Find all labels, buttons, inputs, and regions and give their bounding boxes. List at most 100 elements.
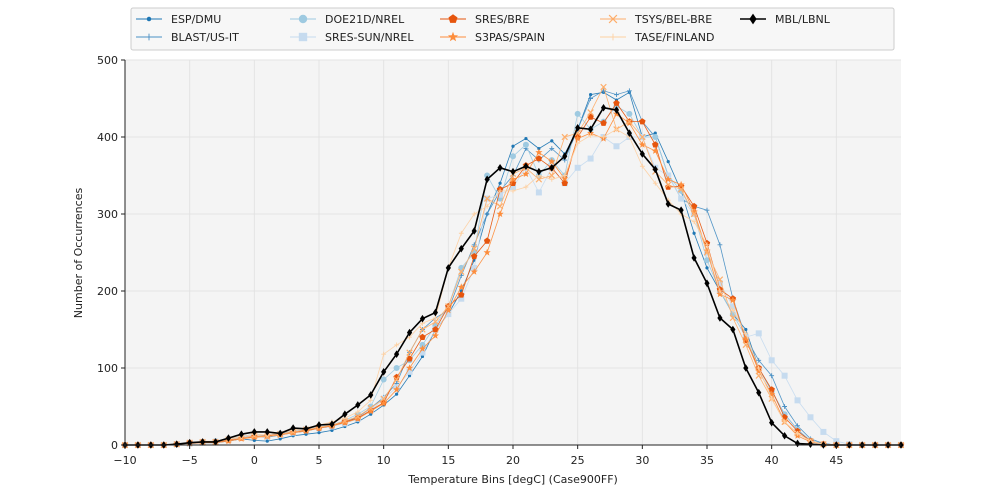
- data-point-sres-bre: [639, 118, 646, 125]
- y-tick-label: 200: [97, 285, 118, 298]
- data-point-mbl-lbnl: [419, 314, 426, 323]
- data-point-sres-bre: [406, 355, 413, 362]
- data-point-tase-finland: [639, 163, 645, 169]
- data-point-mbl-lbnl: [471, 227, 477, 235]
- data-point-mbl-lbnl: [342, 410, 348, 418]
- legend-marker-sres-sun-nrel: [298, 32, 308, 42]
- data-point-mbl-lbnl: [458, 244, 464, 253]
- data-point-tase-finland: [652, 180, 658, 186]
- data-point-sres-sun-nrel: [833, 438, 840, 445]
- data-point-tase-finland: [743, 330, 749, 336]
- legend-box: [130, 7, 895, 51]
- x-tick-label: 10: [377, 454, 391, 467]
- data-point-tase-finland: [601, 134, 606, 140]
- data-point-mbl-lbnl: [510, 167, 516, 176]
- data-point-mbl-lbnl: [549, 164, 555, 172]
- x-tick-label: −10: [113, 454, 136, 467]
- data-point-sres-bre: [613, 99, 620, 106]
- x-tick-label: 15: [441, 454, 455, 467]
- data-point-s3pas-spain: [418, 344, 427, 352]
- legend-label-sres-sun-nrel: SRES-SUN/NREL: [325, 31, 414, 44]
- y-axis-label: Number of Occurrences: [72, 188, 85, 319]
- data-point-mbl-lbnl: [600, 103, 607, 112]
- series-mbl-lbnl: [122, 103, 904, 449]
- data-point-blast-us-it: [627, 88, 632, 94]
- data-point-mbl-lbnl: [251, 428, 257, 436]
- data-point-mbl-lbnl: [212, 438, 219, 446]
- data-point-s3pas-spain: [470, 267, 478, 275]
- data-point-s3pas-spain: [561, 174, 569, 182]
- data-point-mbl-lbnl: [562, 152, 568, 161]
- data-point-tsys-bel-bre: [716, 276, 724, 283]
- data-point-s3pas-spain: [522, 170, 530, 177]
- data-point-esp-dmu: [524, 136, 528, 141]
- data-point-tase-finland: [549, 176, 555, 182]
- data-point-blast-us-it: [588, 96, 593, 101]
- data-point-doe21d-nrel: [704, 257, 710, 264]
- data-point-blast-us-it: [614, 92, 619, 98]
- data-point-tase-finland: [523, 184, 529, 190]
- data-point-sres-sun-nrel: [729, 303, 736, 310]
- data-point-s3pas-spain: [367, 407, 375, 415]
- data-point-tase-finland: [756, 365, 762, 371]
- data-point-mbl-lbnl: [717, 314, 723, 322]
- data-point-sres-sun-nrel: [458, 295, 465, 302]
- data-point-tase-finland: [458, 230, 464, 236]
- data-point-s3pas-spain: [483, 248, 491, 256]
- data-point-esp-dmu: [666, 160, 670, 164]
- x-tick-label: −5: [182, 454, 198, 467]
- legend-label-doe21d-nrel: DOE21D/NREL: [325, 13, 405, 26]
- data-point-blast-us-it: [756, 357, 762, 363]
- data-point-esp-dmu: [537, 146, 541, 151]
- data-point-sres-bre: [535, 155, 543, 162]
- data-point-s3pas-spain: [341, 418, 349, 426]
- legend-marker-blast-us-it: [145, 33, 153, 41]
- data-point-esp-dmu: [550, 139, 554, 143]
- data-point-mbl-lbnl: [497, 164, 503, 172]
- legend-label-tase-finland: TASE/FINLAND: [634, 31, 714, 44]
- data-point-sres-sun-nrel: [794, 397, 801, 404]
- data-point-tsys-bel-bre: [406, 349, 413, 356]
- data-point-esp-dmu: [498, 181, 502, 185]
- data-point-tsys-bel-bre: [755, 372, 762, 379]
- data-point-tase-finland: [704, 242, 710, 248]
- data-point-tsys-bel-bre: [626, 118, 633, 125]
- data-point-tase-finland: [355, 409, 361, 415]
- series-layer: [121, 83, 905, 449]
- legend: ESP/DMU BLAST/US-IT DOE21D/NREL SRES-SUN/NR…: [130, 7, 895, 51]
- data-point-s3pas-spain: [677, 180, 685, 188]
- legend-label-esp-dmu: ESP/DMU: [171, 13, 221, 26]
- data-point-mbl-lbnl: [743, 364, 749, 372]
- y-tick-label: 400: [97, 131, 118, 144]
- data-point-s3pas-spain: [716, 290, 724, 298]
- data-point-mbl-lbnl: [303, 425, 309, 433]
- data-point-blast-us-it: [549, 146, 555, 151]
- data-point-tase-finland: [471, 211, 477, 217]
- data-point-s3pas-spain: [638, 140, 646, 148]
- data-point-doe21d-nrel: [652, 134, 659, 140]
- data-point-doe21d-nrel: [626, 110, 633, 117]
- legend-marker-tase-finland: [609, 33, 617, 41]
- y-tick-label: 0: [111, 439, 118, 452]
- data-point-mbl-lbnl: [264, 428, 270, 436]
- data-point-mbl-lbnl: [394, 350, 400, 358]
- data-point-mbl-lbnl: [807, 440, 814, 449]
- data-point-s3pas-spain: [444, 306, 452, 314]
- data-point-tsys-bel-bre: [664, 181, 672, 188]
- data-point-tsys-bel-bre: [341, 417, 349, 425]
- data-point-s3pas-spain: [625, 119, 633, 127]
- data-point-sres-sun-nrel: [781, 372, 788, 379]
- data-point-mbl-lbnl: [639, 150, 645, 158]
- data-point-mbl-lbnl: [432, 308, 438, 317]
- data-point-sres-sun-nrel: [574, 164, 581, 171]
- data-point-tsys-bel-bre: [639, 133, 646, 141]
- data-point-esp-dmu: [369, 412, 373, 416]
- legend-marker-s3pas-spain: [447, 31, 459, 42]
- legend-label-blast-us-it: BLAST/US-IT: [171, 31, 239, 44]
- data-point-mbl-lbnl: [588, 125, 594, 134]
- data-point-esp-dmu: [304, 432, 308, 436]
- data-point-sres-bre: [652, 141, 659, 148]
- data-point-sres-bre: [458, 291, 465, 298]
- data-point-s3pas-spain: [651, 147, 659, 154]
- data-point-esp-dmu: [407, 374, 412, 378]
